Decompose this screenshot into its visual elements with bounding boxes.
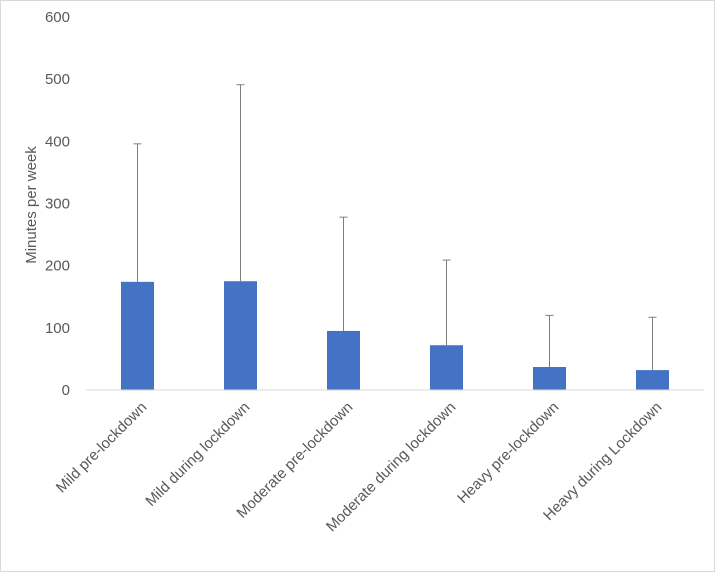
bar xyxy=(533,366,566,390)
bar xyxy=(224,281,257,390)
y-tick-label: 500 xyxy=(45,71,70,88)
bar xyxy=(430,345,463,390)
error-bars xyxy=(133,84,657,371)
y-axis-label: Minutes per week xyxy=(23,146,40,264)
bar xyxy=(121,281,154,390)
x-tick-label: Heavy during Lockdown xyxy=(540,399,665,524)
bars xyxy=(121,281,669,390)
y-tick-label: 200 xyxy=(45,258,70,275)
x-tick-label: Heavy pre-lockdown xyxy=(454,399,562,507)
y-tick-label: 100 xyxy=(45,320,70,337)
y-tick-label: 0 xyxy=(62,382,70,399)
bar xyxy=(327,330,360,390)
x-tick-label: Mild pre-lockdown xyxy=(53,399,151,497)
y-tick-labels: 0 100 200 300 400 500 600 xyxy=(45,9,70,399)
y-tick-label: 600 xyxy=(45,9,70,26)
bar xyxy=(636,370,669,390)
y-tick-label: 300 xyxy=(45,196,70,213)
y-tick-label: 400 xyxy=(45,133,70,150)
x-tick-label: Moderate pre-lockdown xyxy=(233,399,356,522)
x-tick-label: Mild during lockdown xyxy=(142,399,253,510)
